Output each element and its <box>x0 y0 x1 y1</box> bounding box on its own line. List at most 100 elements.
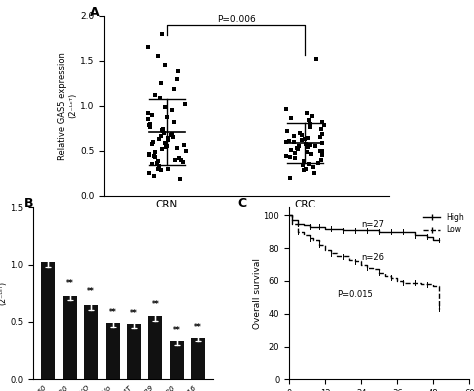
Point <box>302 165 310 172</box>
Point <box>146 122 153 129</box>
Point <box>317 126 325 132</box>
Point <box>151 91 159 98</box>
Point <box>318 152 326 158</box>
Point <box>287 147 295 153</box>
Point <box>175 154 182 161</box>
Point <box>309 163 317 170</box>
Bar <box>191 338 205 379</box>
Point <box>314 160 322 166</box>
Bar <box>127 324 141 379</box>
Point <box>320 122 328 129</box>
Point <box>291 150 298 156</box>
Point <box>309 113 316 120</box>
Point <box>158 145 165 152</box>
Point <box>283 153 290 159</box>
Point <box>161 104 168 111</box>
Point <box>304 144 312 150</box>
Point <box>148 141 155 147</box>
Point <box>154 53 162 59</box>
Point <box>319 131 326 138</box>
Text: **: ** <box>173 326 181 335</box>
Point <box>291 154 298 161</box>
Point <box>168 107 176 113</box>
Bar <box>106 323 119 379</box>
Point <box>317 156 324 163</box>
Point <box>146 170 153 176</box>
Point <box>157 167 165 174</box>
Point <box>283 127 291 134</box>
Point <box>171 118 178 125</box>
Point <box>162 144 170 150</box>
Point <box>295 143 302 149</box>
Legend: High, Low: High, Low <box>422 211 465 236</box>
Point <box>159 127 167 134</box>
Text: C: C <box>237 197 246 210</box>
Point <box>318 140 326 147</box>
Text: P=0.015: P=0.015 <box>337 291 373 300</box>
Bar <box>148 316 163 379</box>
Point <box>172 156 179 163</box>
Point <box>288 115 295 121</box>
Point <box>169 134 177 140</box>
Point <box>159 127 166 133</box>
Point <box>301 136 309 142</box>
Point <box>145 44 152 50</box>
Point <box>160 129 167 136</box>
Point <box>307 151 315 157</box>
Point <box>303 149 311 156</box>
Point <box>149 111 156 118</box>
Point <box>162 140 169 147</box>
Point <box>316 147 324 154</box>
Point <box>311 143 319 149</box>
Point <box>286 154 294 160</box>
Point <box>161 62 168 68</box>
Point <box>152 154 159 160</box>
Point <box>300 167 308 174</box>
Text: **: ** <box>194 323 202 332</box>
Point <box>283 106 290 112</box>
Point <box>312 56 320 62</box>
Point <box>155 136 163 142</box>
Text: P=0.006: P=0.006 <box>217 15 255 24</box>
Point <box>153 160 161 166</box>
Point <box>150 153 157 159</box>
Point <box>155 163 163 169</box>
Point <box>306 161 313 167</box>
Point <box>151 149 159 156</box>
Point <box>146 120 154 127</box>
Point <box>296 129 304 136</box>
Point <box>156 95 164 102</box>
Point <box>145 116 152 122</box>
Point <box>319 118 326 125</box>
Y-axis label: Overall survival: Overall survival <box>253 258 262 329</box>
Bar <box>84 305 98 379</box>
Point <box>146 124 154 130</box>
Point <box>306 124 314 130</box>
Text: n=27: n=27 <box>361 220 384 229</box>
Point <box>173 145 181 151</box>
Point <box>317 134 324 140</box>
Point <box>285 138 292 144</box>
Point <box>318 148 326 154</box>
Point <box>168 131 176 138</box>
Point <box>294 145 301 152</box>
Point <box>182 100 189 107</box>
Y-axis label: Relative GAS5 expression
(2⁻ᴸᶜᵀ): Relative GAS5 expression (2⁻ᴸᶜᵀ) <box>58 52 77 160</box>
Point <box>283 138 290 145</box>
Point <box>154 158 161 165</box>
Point <box>159 126 167 132</box>
Point <box>176 176 184 183</box>
Point <box>158 30 165 37</box>
Bar <box>41 262 55 379</box>
Point <box>180 142 188 148</box>
Point <box>306 142 313 148</box>
Point <box>310 170 318 176</box>
Point <box>163 114 171 120</box>
Point <box>299 162 306 168</box>
Point <box>179 159 187 165</box>
Text: A: A <box>90 5 100 19</box>
Point <box>290 139 298 145</box>
Point <box>150 172 158 179</box>
Point <box>173 75 181 82</box>
Point <box>146 152 153 158</box>
